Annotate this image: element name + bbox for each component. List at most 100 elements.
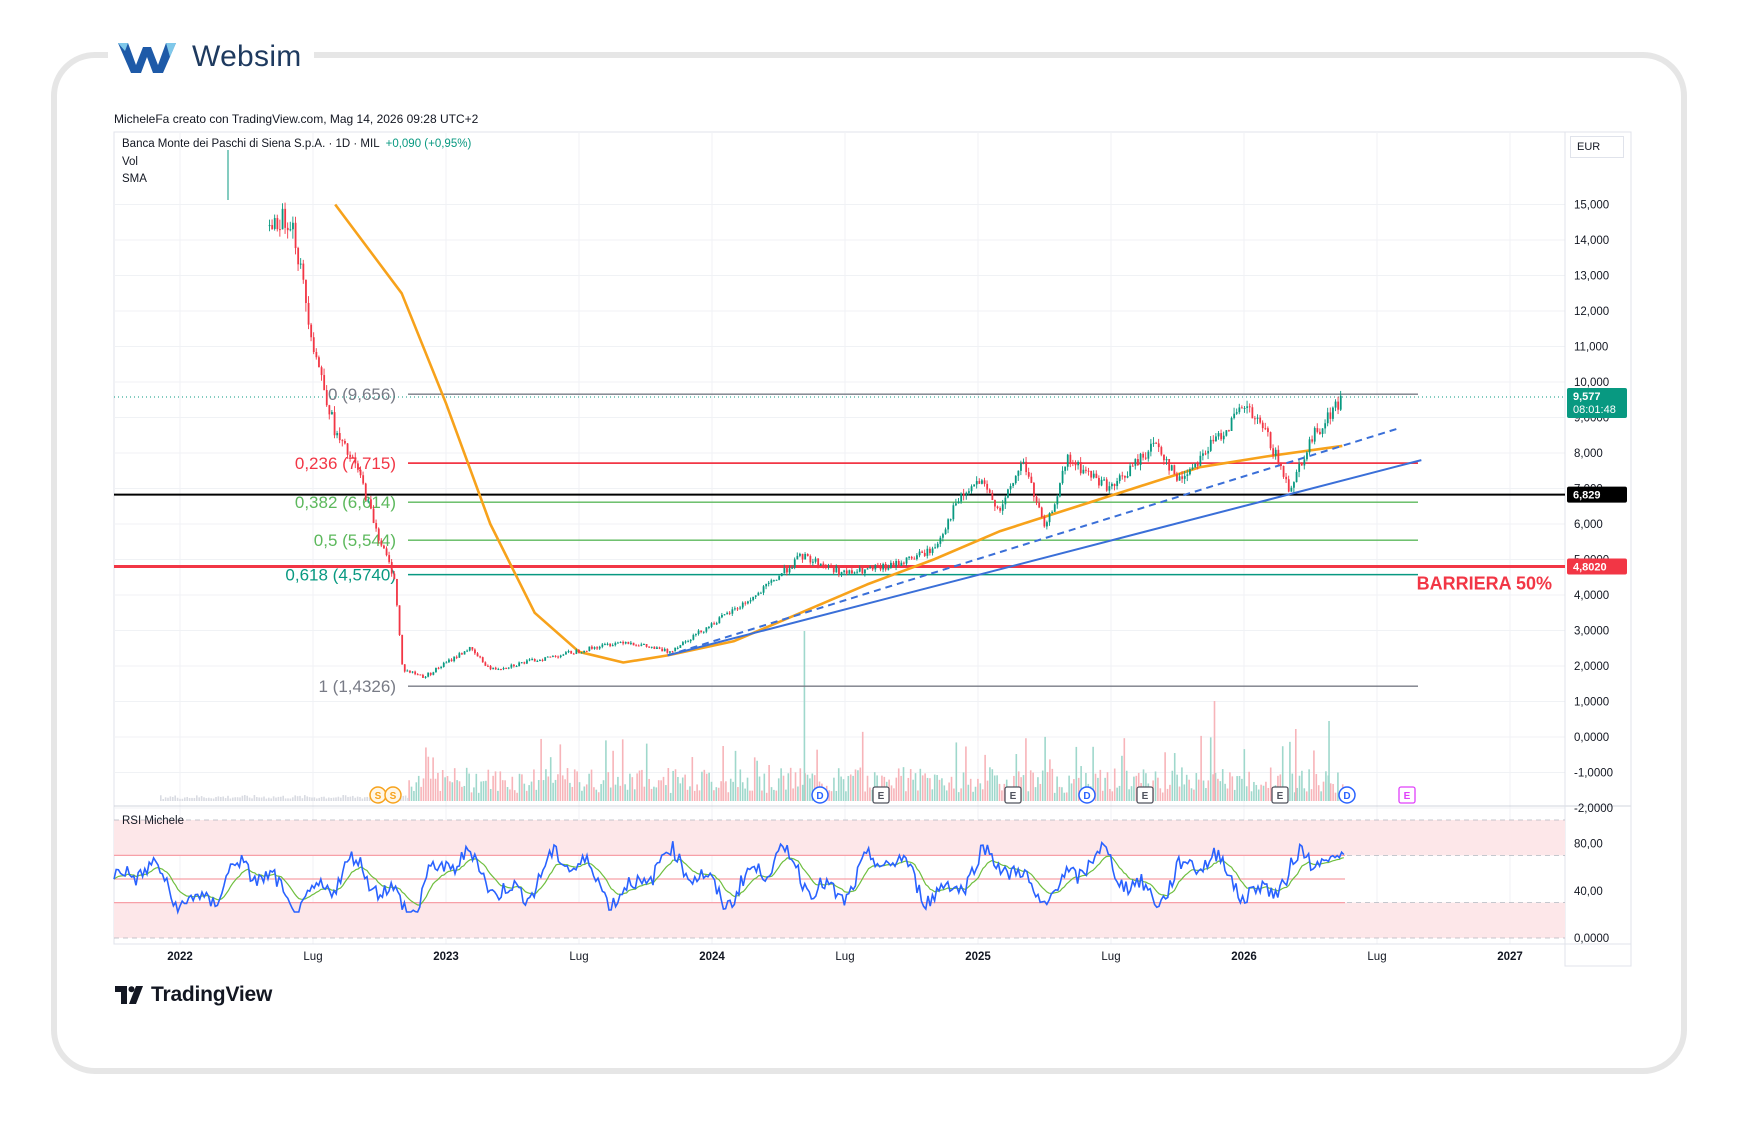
- candles: [268, 202, 1342, 679]
- candle-body: [1077, 461, 1080, 466]
- legend-symbol: Banca Monte dei Paschi di Siena S.p.A. ·…: [122, 138, 380, 150]
- volume-bar: [1202, 780, 1205, 801]
- candle-body: [632, 642, 635, 646]
- volume-bar: [689, 786, 691, 801]
- candle-body: [869, 566, 872, 569]
- volume-bar: [665, 785, 667, 801]
- candle-body: [978, 481, 981, 484]
- volume-bar: [408, 780, 410, 801]
- volume-bar: [364, 797, 366, 801]
- candle-body: [1064, 466, 1067, 471]
- candle-body: [879, 566, 882, 570]
- candle-body: [752, 596, 755, 601]
- volume-bar: [277, 796, 280, 801]
- volume-bar: [650, 788, 653, 801]
- volume-bar: [164, 797, 167, 801]
- candle-body: [905, 557, 908, 564]
- candle-body: [505, 668, 508, 670]
- volume-bar: [402, 795, 404, 801]
- volume-bar: [979, 783, 982, 801]
- candle-body: [1313, 428, 1316, 442]
- candle-body: [562, 654, 565, 656]
- candle-body: [1225, 430, 1228, 436]
- volume-bar: [727, 792, 730, 801]
- volume-bar: [677, 776, 679, 801]
- candle-body: [838, 566, 840, 575]
- candle-body: [450, 659, 453, 662]
- volume-bar: [335, 797, 337, 801]
- volume-bar: [1231, 776, 1234, 801]
- volume-bar: [926, 777, 929, 801]
- volume-bar: [325, 798, 328, 801]
- candle-body: [843, 570, 846, 573]
- earnings-marker: [1271, 786, 1289, 804]
- legend-sma[interactable]: SMA: [122, 173, 147, 185]
- candle-body: [271, 225, 274, 229]
- volume-bar: [340, 797, 342, 801]
- volume-bar: [600, 784, 602, 801]
- volume-bar: [847, 775, 850, 801]
- candle-body: [500, 669, 502, 671]
- volume-bar: [473, 787, 475, 801]
- candle-body: [825, 565, 827, 567]
- volume-bar: [621, 739, 624, 801]
- volume-bar: [1332, 783, 1334, 801]
- volume-bar: [660, 780, 662, 801]
- volume-bar: [268, 797, 270, 801]
- candle-body: [1324, 423, 1327, 429]
- candle-body: [541, 659, 544, 661]
- candle-body: [637, 645, 640, 647]
- candle-body: [705, 627, 708, 632]
- volume-bar: [655, 787, 658, 801]
- volume-bar: [890, 785, 893, 801]
- candle-body: [481, 657, 484, 663]
- candle-body: [1020, 463, 1022, 471]
- volume-bar: [205, 798, 208, 801]
- candle-body: [627, 641, 630, 644]
- volume-bar: [489, 788, 492, 801]
- rsi-lines: [113, 841, 1345, 915]
- currency-selector[interactable]: EUR: [1570, 136, 1624, 158]
- legend-title[interactable]: Banca Monte dei Paschi di Siena S.p.A. ·…: [122, 138, 471, 150]
- candle-body: [1056, 496, 1059, 505]
- candle-body: [1027, 472, 1030, 477]
- candle-body: [492, 667, 495, 670]
- candle-body: [1287, 479, 1290, 492]
- volume-bar: [965, 746, 967, 801]
- rsi-signal-line: [113, 855, 1344, 906]
- volume-bar: [542, 780, 545, 801]
- volume-bar: [501, 780, 504, 801]
- volume-bar: [1188, 779, 1190, 801]
- candle-body: [1303, 459, 1306, 466]
- volume-bar: [1205, 788, 1207, 801]
- volume-bar: [571, 786, 574, 801]
- candle-body: [741, 602, 744, 608]
- candle-body: [754, 595, 757, 597]
- volume-bar: [981, 789, 984, 801]
- volume-bar: [864, 791, 866, 801]
- volume-bar: [1313, 750, 1315, 801]
- candle-body: [1246, 406, 1249, 408]
- candle-body: [848, 570, 851, 574]
- earnings-marker: [1004, 786, 1022, 804]
- dividend-marker-letter: D: [816, 791, 823, 802]
- rsi-legend[interactable]: RSI Michele: [122, 815, 184, 827]
- legend-vol[interactable]: Vol: [122, 156, 138, 168]
- volume-bar: [715, 787, 718, 801]
- volume-bar: [773, 789, 775, 801]
- volume-bar: [756, 760, 758, 801]
- candle-body: [643, 643, 645, 645]
- volume-bar: [349, 796, 352, 801]
- candle-body: [526, 660, 528, 664]
- candle-body: [1035, 496, 1038, 503]
- candle-body: [552, 655, 554, 657]
- sma-line: [334, 203, 1343, 664]
- volume-bar: [962, 772, 965, 801]
- candle-body: [721, 615, 723, 618]
- volume-bar: [1056, 776, 1058, 801]
- candle-body: [344, 440, 346, 444]
- candle-body: [367, 499, 370, 501]
- candle-body: [305, 279, 307, 303]
- candle-body: [757, 592, 760, 596]
